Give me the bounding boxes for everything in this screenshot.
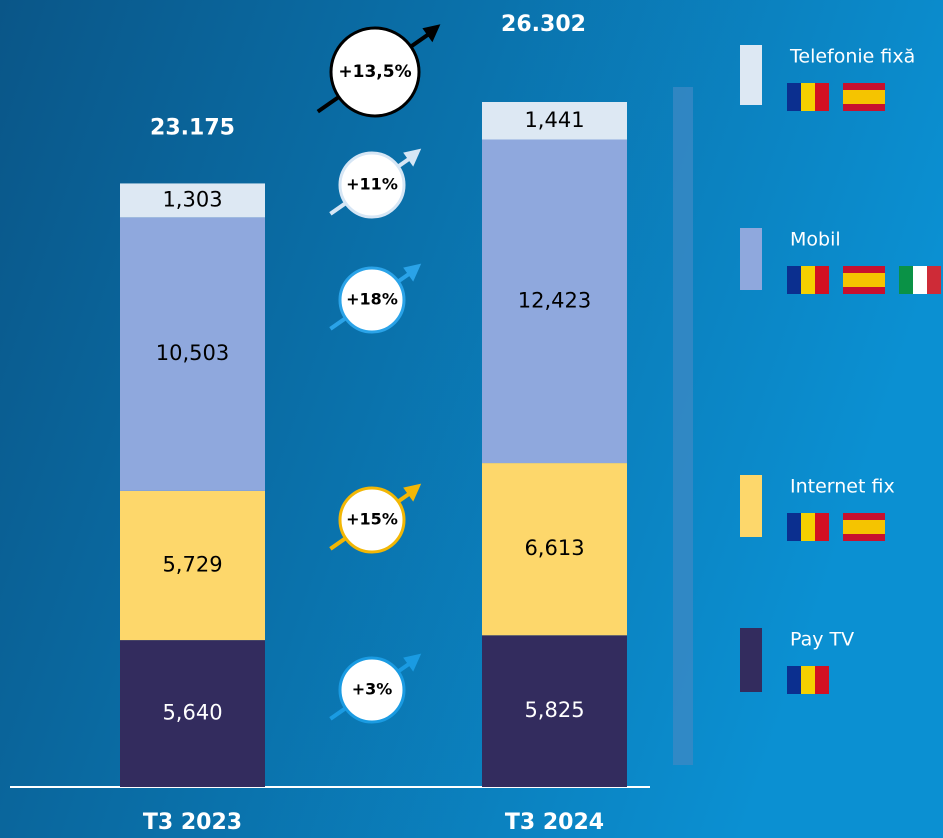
flag (899, 266, 913, 294)
value-label: 1,441 (524, 108, 584, 132)
legend-swatch (740, 628, 762, 692)
value-label: 12,423 (518, 288, 591, 312)
value-label: 5,729 (162, 553, 222, 577)
flag (815, 666, 829, 694)
bar-segment (482, 102, 627, 140)
flag (801, 513, 815, 541)
total-label: 23.175 (150, 115, 235, 140)
legend-label: Mobil (790, 229, 841, 251)
flag (801, 266, 815, 294)
x-tick-label: T3 2024 (505, 810, 604, 835)
flag (787, 83, 801, 111)
legend-swatch (740, 228, 762, 290)
growth-arrow-head (403, 263, 422, 282)
value-label: 10,503 (156, 341, 229, 365)
x-tick-label: T3 2023 (143, 810, 242, 835)
bar-segment (482, 463, 627, 636)
growth-label: +13,5% (338, 62, 411, 82)
value-label: 5,825 (524, 698, 584, 722)
bar-segment (120, 640, 265, 787)
flag (843, 273, 885, 287)
growth-circle (329, 26, 421, 118)
legend-swatch (740, 475, 762, 537)
value-label: 6,613 (524, 536, 584, 560)
legend-swatch (740, 45, 762, 105)
flag (843, 90, 885, 104)
growth-label: +11% (346, 175, 398, 194)
growth-arrow-head (403, 653, 422, 672)
flag (815, 83, 829, 111)
legend-label: Telefonie fixă (789, 46, 915, 68)
growth-label: +18% (346, 290, 398, 309)
value-label: 5,640 (162, 701, 222, 725)
growth-label: +3% (352, 680, 393, 699)
flag (913, 266, 927, 294)
legend-label: Internet fix (790, 476, 895, 498)
growth-arrow-head (403, 483, 422, 502)
bar-segment (482, 139, 627, 464)
flag (787, 266, 801, 294)
growth-arrow-head (403, 148, 422, 167)
growth-circle (338, 151, 406, 219)
bar-segment (120, 490, 265, 641)
growth-circle (338, 656, 406, 724)
total-label: 26.302 (501, 12, 586, 37)
flag (787, 666, 801, 694)
growth-label: +15% (346, 510, 398, 529)
growth-circle (338, 266, 406, 334)
growth-arrow-head (422, 24, 441, 43)
flag (787, 513, 801, 541)
growth-circle (338, 486, 406, 554)
flag (843, 520, 885, 534)
flag (801, 83, 815, 111)
bar-segment (120, 217, 265, 491)
legend-label: Pay TV (790, 629, 854, 651)
flag (801, 666, 815, 694)
bar-segment (482, 635, 627, 787)
flag (815, 266, 829, 294)
side-band (673, 87, 693, 765)
flag (815, 513, 829, 541)
flag (927, 266, 941, 294)
bar-segment (120, 183, 265, 218)
value-label: 1,303 (162, 187, 222, 211)
